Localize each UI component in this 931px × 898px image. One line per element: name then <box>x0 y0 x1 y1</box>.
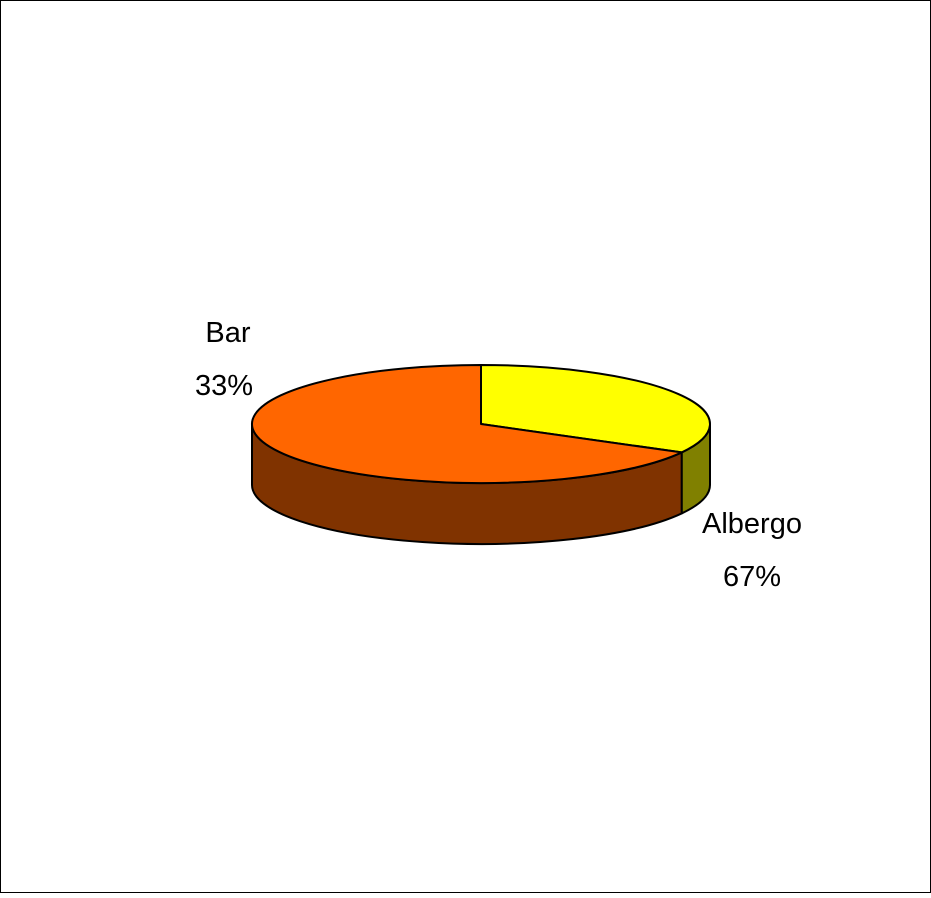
pie-slice-albergo <box>251 364 683 484</box>
pie-tops <box>251 364 711 484</box>
pie-slice-bar <box>480 364 711 454</box>
slice-label-bar-value: 33% <box>195 370 253 402</box>
slice-label-bar-name: Bar <box>205 317 250 349</box>
slice-label-albergo-value: 67% <box>723 561 781 593</box>
slice-label-albergo-name: Albergo <box>702 508 802 540</box>
